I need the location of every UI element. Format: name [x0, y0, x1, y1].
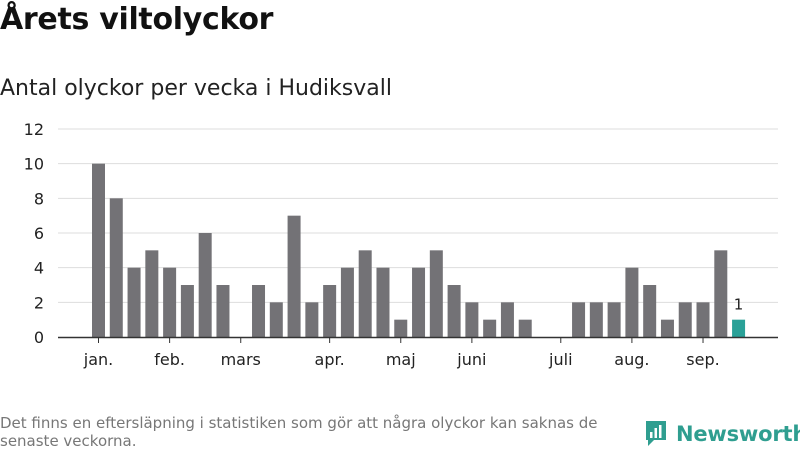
bar [216, 285, 230, 337]
data-label: 1 [734, 296, 744, 314]
y-tick-label: 10 [24, 155, 44, 174]
bar [607, 302, 621, 337]
chart-title: Årets viltolyckor [0, 2, 274, 37]
newsworthy-logo: Newsworthy [644, 420, 800, 448]
newsworthy-logo-icon [646, 421, 666, 446]
y-tick-label: 4 [34, 259, 44, 278]
bar [127, 267, 141, 337]
y-tick-label: 12 [24, 120, 44, 139]
x-tick-label: juli [548, 350, 572, 369]
bar [625, 267, 639, 337]
bar [660, 319, 674, 337]
bar [92, 163, 105, 337]
x-tick-label: mars [221, 350, 261, 369]
y-tick-label: 0 [34, 328, 44, 347]
bar [465, 302, 479, 337]
bar-highlight [732, 319, 746, 337]
bar [518, 319, 532, 337]
y-tick-label: 2 [34, 293, 44, 312]
bar [589, 302, 603, 337]
y-tick-label: 6 [34, 224, 44, 243]
bar-chart: 0 2 4 6 8 10 12 1 jan. feb. mars apr. maj juni juli aug… [24, 120, 778, 369]
bar [696, 302, 710, 337]
bar [323, 285, 337, 337]
chart-subtitle: Antal olyckor per vecka i Hudiksvall [0, 76, 392, 101]
x-tick-label: aug. [614, 350, 649, 369]
bar [305, 302, 319, 337]
bar [500, 302, 514, 337]
x-tick-label: jan. [83, 350, 113, 369]
bar [714, 250, 728, 337]
x-tick-label: maj [386, 350, 416, 369]
bar [269, 302, 283, 337]
bar [163, 267, 177, 337]
bar [429, 250, 443, 337]
bar [287, 215, 301, 337]
bar [394, 319, 408, 337]
x-tick-label: juni [456, 350, 486, 369]
bar [483, 319, 497, 337]
bar [340, 267, 354, 337]
bar [572, 302, 586, 337]
y-tick-label: 8 [34, 189, 44, 208]
bar [376, 267, 390, 337]
bar [643, 285, 657, 337]
footnote: Det finns en eftersläpning i statistiken… [0, 414, 598, 450]
x-tick-label: apr. [315, 350, 345, 369]
bar [252, 285, 266, 337]
bar [109, 198, 123, 337]
bar [180, 285, 194, 337]
x-tick-label: sep. [686, 350, 719, 369]
bar [358, 250, 372, 337]
bar [678, 302, 692, 337]
bar [198, 233, 212, 337]
bar [145, 250, 159, 337]
x-tick-label: feb. [154, 350, 185, 369]
bar [447, 285, 461, 337]
bar [412, 267, 426, 337]
newsworthy-logo-text: Newsworthy [676, 422, 800, 446]
